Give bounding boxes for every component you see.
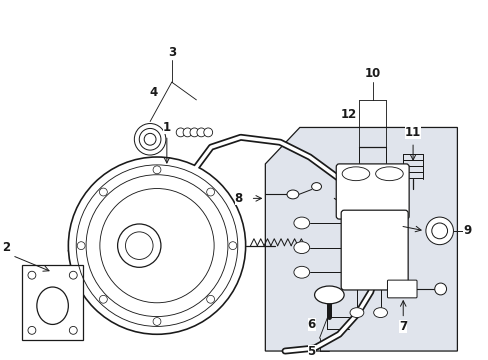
Circle shape	[139, 129, 161, 150]
Circle shape	[99, 295, 107, 303]
Circle shape	[69, 327, 77, 334]
Ellipse shape	[373, 308, 386, 318]
Circle shape	[153, 166, 161, 174]
Ellipse shape	[293, 266, 309, 278]
Text: 12: 12	[340, 108, 356, 121]
FancyBboxPatch shape	[336, 164, 408, 219]
Circle shape	[117, 224, 161, 267]
Ellipse shape	[342, 167, 369, 181]
Circle shape	[431, 223, 447, 239]
Ellipse shape	[293, 217, 309, 229]
Circle shape	[228, 242, 236, 249]
Text: 10: 10	[364, 67, 380, 80]
Circle shape	[153, 318, 161, 325]
Text: 7: 7	[398, 320, 407, 333]
Ellipse shape	[37, 287, 68, 324]
Ellipse shape	[314, 286, 344, 304]
Ellipse shape	[286, 190, 298, 199]
Circle shape	[99, 188, 107, 196]
Polygon shape	[265, 127, 456, 351]
Text: 5: 5	[307, 345, 315, 357]
Text: 8: 8	[234, 192, 243, 205]
Circle shape	[134, 123, 165, 155]
Ellipse shape	[311, 183, 321, 190]
Circle shape	[125, 232, 153, 260]
Circle shape	[77, 242, 85, 249]
Circle shape	[28, 327, 36, 334]
Text: 1: 1	[163, 121, 171, 134]
Circle shape	[434, 283, 446, 295]
Circle shape	[176, 128, 184, 137]
Circle shape	[68, 157, 245, 334]
FancyBboxPatch shape	[386, 280, 416, 298]
Text: 9: 9	[462, 224, 470, 237]
Circle shape	[190, 128, 199, 137]
Circle shape	[183, 128, 192, 137]
Text: 4: 4	[150, 86, 158, 99]
Circle shape	[206, 188, 214, 196]
FancyBboxPatch shape	[341, 210, 407, 290]
Circle shape	[425, 217, 452, 245]
FancyBboxPatch shape	[22, 265, 83, 340]
Text: 3: 3	[167, 46, 176, 59]
Circle shape	[69, 271, 77, 279]
Text: 11: 11	[404, 126, 420, 139]
Text: 6: 6	[307, 318, 315, 331]
Ellipse shape	[293, 242, 309, 253]
Circle shape	[28, 271, 36, 279]
Circle shape	[203, 128, 212, 137]
Text: 2: 2	[2, 241, 10, 254]
Circle shape	[197, 128, 205, 137]
Ellipse shape	[375, 167, 403, 181]
Circle shape	[144, 133, 156, 145]
Ellipse shape	[349, 308, 363, 318]
Circle shape	[206, 295, 214, 303]
